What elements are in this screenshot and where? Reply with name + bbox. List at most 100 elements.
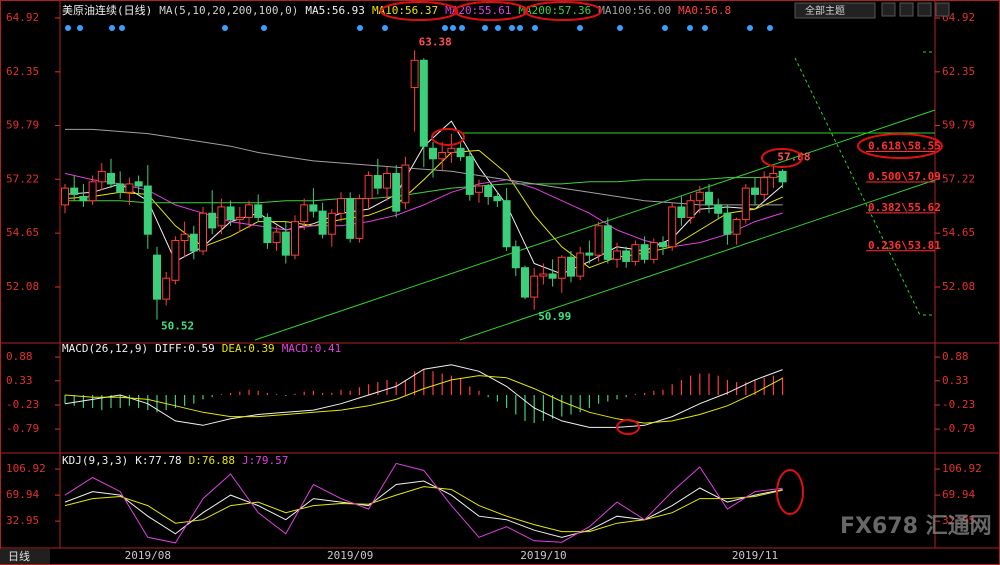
fib-label: 0.618\58.55 — [868, 139, 941, 152]
candle-body — [438, 151, 447, 160]
candle-body — [695, 191, 704, 202]
candle-body — [576, 252, 585, 277]
candle-body — [97, 170, 106, 183]
candle-body — [686, 200, 695, 218]
candle-body — [199, 212, 207, 252]
y-tick-label: 62.35 — [6, 65, 39, 78]
y-tick-label: 0.88 — [942, 350, 969, 363]
watermark: FX678 汇通网 — [840, 514, 992, 539]
y-tick-label: 52.08 — [942, 280, 975, 293]
price-label: 50.99 — [538, 310, 571, 323]
candle-body — [447, 147, 456, 153]
plot-area: 52.08 52.08 54.65 54.65 57.22 57.22 59.79 59.79… — [6, 3, 982, 562]
header-label: 美原油连续(日线) — [62, 3, 152, 17]
price-label: 63.38 — [419, 35, 452, 48]
trend-lines — [254, 51, 936, 341]
candle-body — [272, 231, 281, 244]
candle-body — [318, 210, 327, 235]
event-markers — [65, 25, 773, 31]
candle-body — [631, 244, 640, 262]
candle-body — [548, 273, 557, 279]
candle-body — [521, 267, 529, 298]
header-label: KDJ(9,3,3) — [62, 454, 128, 467]
y-tick-label: -0.23 — [942, 398, 975, 411]
candle-body — [263, 216, 272, 244]
candle-body — [502, 200, 511, 248]
candle-body — [456, 147, 465, 158]
candle-body — [557, 256, 566, 279]
header-label: MACD:0.41 — [282, 342, 342, 355]
candle-body — [741, 187, 750, 221]
candle-body — [79, 195, 88, 202]
header-label: D:76.88 — [189, 454, 235, 467]
candle-body — [171, 239, 180, 281]
header-label: J:79.57 — [242, 454, 288, 467]
candle-body — [622, 250, 631, 262]
timeframe-tab[interactable] — [0, 549, 50, 564]
y-tick-label: 32.95 — [942, 514, 975, 527]
candle-body — [309, 204, 318, 212]
header-label: MA20:55.61 — [445, 4, 511, 17]
candle-body — [429, 147, 437, 160]
indicator-line — [65, 175, 783, 204]
y-tick-label: 69.94 — [6, 488, 39, 501]
candle-body — [346, 198, 355, 239]
candle-body — [125, 183, 134, 193]
candle-body — [180, 233, 189, 241]
toolbar-button[interactable] — [881, 2, 896, 17]
price-label: 57.88 — [777, 150, 810, 163]
candle-body — [465, 156, 474, 195]
x-tick-label: 2019/09 — [327, 549, 373, 562]
fib-label: 0.500\57.09 — [868, 170, 941, 183]
x-tick-label: 2019/08 — [125, 549, 171, 562]
indicator-line — [64, 364, 783, 428]
toolbar-button[interactable] — [935, 2, 950, 17]
y-tick-label: 59.79 — [942, 118, 975, 131]
candle-body — [760, 177, 769, 195]
candle-body — [245, 204, 253, 218]
candle-body — [392, 172, 401, 212]
y-tick-label: 0.33 — [6, 374, 33, 387]
header-label: MA200:57.36 — [518, 4, 591, 17]
y-tick-label: 57.22 — [6, 172, 39, 185]
candle-body — [567, 256, 575, 277]
x-tick-label: 2019/11 — [732, 549, 778, 562]
candle-body — [732, 219, 741, 235]
x-tick-label: 2019/10 — [520, 549, 566, 562]
y-tick-label: 54.65 — [942, 226, 975, 239]
y-tick-label: 69.94 — [942, 488, 975, 501]
candle-body — [640, 244, 649, 260]
y-tick-label: 106.92 — [6, 462, 46, 475]
candle-body — [70, 187, 79, 195]
highlight-ellipses — [380, 1, 943, 515]
candle-body — [723, 212, 732, 235]
candle-body — [668, 206, 677, 248]
theme-button[interactable] — [794, 2, 876, 19]
toolbar-button[interactable] — [917, 2, 932, 17]
y-tick-label: -0.79 — [942, 422, 975, 435]
indicator-line — [64, 486, 783, 533]
candle-body — [134, 181, 143, 187]
toolbar-button[interactable] — [899, 2, 914, 17]
candle-body — [649, 242, 658, 260]
candle-body — [613, 250, 621, 260]
candle-body — [383, 172, 391, 189]
header-label: MA100:56.00 — [598, 4, 671, 17]
candle-body — [603, 225, 612, 260]
candle-body — [373, 175, 382, 189]
candle-body — [475, 185, 483, 193]
timeframe-label: 日线 — [8, 549, 30, 563]
candle-body — [401, 164, 410, 204]
indicator-line — [64, 375, 783, 424]
candle-body — [281, 231, 290, 256]
candle-body — [254, 204, 263, 218]
indicator-line — [64, 480, 783, 538]
candle-body — [143, 185, 152, 235]
candle-body — [116, 183, 125, 193]
candle-body — [493, 195, 502, 202]
candle-body — [226, 206, 235, 221]
toolbar: 全部主题 — [794, 2, 950, 19]
candle-body — [88, 181, 97, 202]
